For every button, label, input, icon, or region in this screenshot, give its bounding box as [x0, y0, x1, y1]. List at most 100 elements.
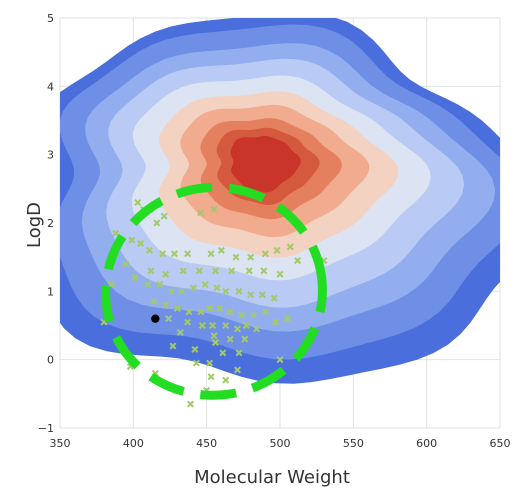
- marker-point: [191, 345, 199, 353]
- marker-point: [253, 325, 261, 333]
- marker-point: [217, 246, 225, 254]
- tick-labels: 350 400 450 500 550 600 650 −1 0 1 2 3 4 5: [38, 12, 511, 450]
- y-tick-label: 5: [47, 12, 54, 25]
- marker-point: [241, 335, 249, 343]
- density-contour-9: [230, 136, 301, 193]
- annotation-layer: [101, 182, 327, 400]
- marker-point: [184, 318, 192, 326]
- marker-point: [219, 349, 227, 357]
- marker-point: [283, 315, 291, 323]
- marker-point: [153, 219, 161, 227]
- marker-point: [112, 229, 120, 237]
- marker-point: [261, 308, 269, 316]
- marker-point: [270, 294, 278, 302]
- marker-point: [235, 287, 243, 295]
- marker-point: [211, 339, 219, 347]
- marker-point: [222, 376, 230, 384]
- x-tick-label: 500: [270, 437, 291, 450]
- y-tick-label: 1: [47, 285, 54, 298]
- marker-point: [226, 308, 234, 316]
- marker-point: [128, 236, 136, 244]
- marker-point: [159, 250, 167, 258]
- marker-point: [209, 321, 217, 330]
- marker-point: [201, 280, 209, 289]
- marker-point: [176, 328, 184, 336]
- marker-point: [173, 304, 181, 312]
- y-tick-label: 2: [47, 217, 54, 230]
- marker-point: [294, 257, 302, 265]
- x-tick-label: 550: [343, 437, 364, 450]
- marker-point: [247, 291, 255, 299]
- marker-point: [197, 209, 205, 217]
- marker-point: [187, 400, 195, 408]
- marker-point: [192, 359, 200, 367]
- marker-point: [276, 270, 284, 278]
- marker-point: [226, 335, 234, 343]
- marker-point: [145, 246, 153, 254]
- marker-point: [144, 280, 152, 289]
- marker-point: [207, 250, 215, 258]
- marker-point: [122, 260, 130, 268]
- marker-point: [272, 318, 280, 326]
- y-axis-title: LogD: [24, 202, 45, 248]
- marker-point: [189, 284, 197, 292]
- marker-point: [195, 267, 203, 275]
- marker-point: [184, 250, 192, 258]
- marker-point: [207, 373, 215, 381]
- marker-point: [150, 298, 158, 306]
- marker-point: [162, 270, 170, 278]
- marker-point: [156, 280, 164, 289]
- marker-point: [197, 308, 205, 316]
- marker-point: [222, 321, 230, 330]
- x-tick-label: 600: [416, 437, 437, 450]
- y-tick-label: −1: [38, 422, 54, 435]
- x-tick-label: 650: [490, 437, 511, 450]
- marker-point: [162, 301, 170, 309]
- y-tick-label: 4: [47, 80, 54, 93]
- marker-point: [245, 267, 253, 275]
- marker-point: [228, 267, 236, 275]
- marker-point: [169, 342, 177, 350]
- marker-point: [242, 321, 250, 330]
- marker-point: [260, 267, 268, 275]
- y-tick-label: 0: [47, 354, 54, 367]
- marker-point: [167, 287, 175, 295]
- marker-point: [178, 287, 186, 295]
- marker-point: [160, 212, 168, 220]
- marker-point: [179, 267, 187, 275]
- marker-point: [247, 253, 255, 261]
- marker-point: [233, 366, 241, 374]
- x-axis-title: Molecular Weight: [194, 467, 350, 488]
- marker-point: [134, 198, 142, 207]
- y-tick-label: 3: [47, 149, 54, 162]
- marker-point: [147, 267, 155, 275]
- marker-point: [206, 359, 214, 367]
- marker-point: [170, 250, 178, 258]
- x-tick-label: 400: [123, 437, 144, 450]
- marker-point: [258, 291, 266, 299]
- marker-point: [286, 243, 294, 251]
- marker-point: [261, 250, 269, 258]
- marker-point: [198, 321, 206, 330]
- marker-point: [222, 287, 230, 295]
- annotation-dashed-circle: [101, 182, 327, 400]
- marker-point: [185, 308, 193, 316]
- marker-point: [232, 253, 240, 261]
- marker-series: [100, 198, 328, 408]
- marker-point: [210, 332, 218, 340]
- x-tick-label: 350: [50, 437, 71, 450]
- marker-point: [216, 304, 224, 312]
- marker-point: [276, 356, 284, 364]
- marker-point: [273, 246, 281, 254]
- marker-point: [137, 239, 145, 248]
- marker-point: [131, 274, 139, 282]
- x-tick-label: 450: [196, 437, 217, 450]
- marker-point: [213, 284, 221, 292]
- marker-point: [211, 267, 219, 275]
- marker-point: [210, 205, 218, 213]
- marker-point: [238, 311, 246, 319]
- marker-point: [235, 349, 243, 357]
- marker-point: [206, 304, 214, 312]
